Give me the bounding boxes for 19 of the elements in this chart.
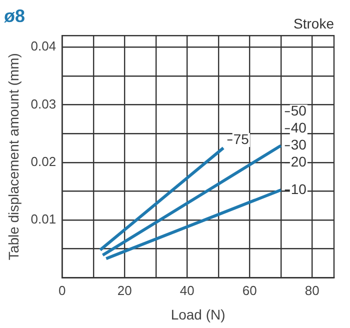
y-tick-label: 0.01 <box>30 212 56 227</box>
annotation: 30 <box>290 136 307 153</box>
chart-title: ø8 <box>4 6 26 26</box>
x-tick-label: 60 <box>242 282 257 298</box>
series-label: 10 <box>290 180 307 197</box>
annotation: 20 <box>290 154 307 170</box>
legend-title: Stroke <box>294 15 334 32</box>
series-label: 75 <box>233 130 250 147</box>
y-tick-label: 0.02 <box>30 154 56 169</box>
y-tick-label: 0.03 <box>30 96 56 112</box>
x-tick-label: 40 <box>180 282 194 298</box>
x-axis-title: Load (N) <box>170 306 226 322</box>
annotation: 50 <box>290 102 307 119</box>
x-tick-label: 0 <box>58 282 66 298</box>
x-tick-label: 80 <box>304 282 320 298</box>
y-tick-label: 0.04 <box>30 38 56 54</box>
y-axis-title: Table displacement amount (mm) <box>5 53 22 260</box>
annotation: 40 <box>290 120 307 136</box>
x-tick-label: 20 <box>117 282 132 298</box>
